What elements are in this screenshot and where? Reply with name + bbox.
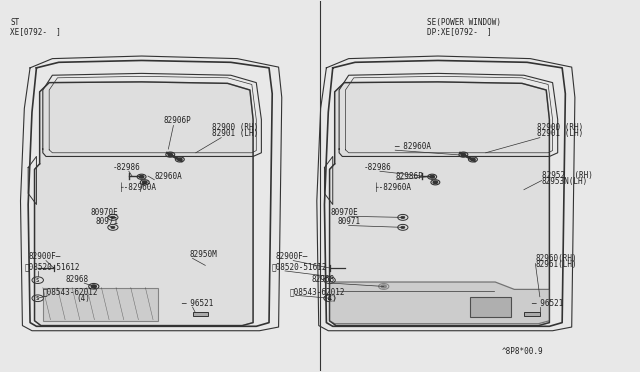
Bar (193, 311, 209, 316)
Text: 82900 (RH): 82900 (RH) (537, 122, 583, 132)
Text: 82901 (LH): 82901 (LH) (212, 129, 258, 138)
Polygon shape (35, 82, 253, 326)
Text: SE(POWER WINDOW): SE(POWER WINDOW) (427, 18, 501, 28)
Text: 80970E: 80970E (91, 208, 118, 217)
Text: Ⓝ08520-51612: Ⓝ08520-51612 (24, 263, 80, 272)
Text: -82986: -82986 (364, 163, 392, 172)
Polygon shape (330, 82, 549, 326)
Text: 80971: 80971 (337, 217, 360, 226)
Text: 80971: 80971 (96, 217, 119, 226)
Text: ─ 82960A: ─ 82960A (394, 142, 431, 151)
Text: 82968: 82968 (65, 275, 88, 284)
Text: S: S (328, 296, 331, 301)
Text: S: S (36, 278, 39, 283)
Circle shape (401, 226, 405, 228)
Circle shape (140, 176, 144, 178)
Text: ├-82960A: ├-82960A (374, 183, 411, 192)
Text: S: S (328, 278, 331, 283)
Text: DP:XE[0792-  ]: DP:XE[0792- ] (427, 27, 492, 36)
Bar (43, 288, 157, 321)
Text: 82952  (RH): 82952 (RH) (541, 171, 593, 180)
Text: 82961(LH): 82961(LH) (536, 260, 577, 269)
Circle shape (111, 216, 115, 219)
Circle shape (470, 158, 475, 161)
Text: Ⓝ08543-62012: Ⓝ08543-62012 (43, 287, 99, 296)
Text: 82960A: 82960A (154, 171, 182, 181)
Polygon shape (330, 282, 549, 324)
Text: 82960(RH): 82960(RH) (536, 254, 577, 263)
Text: 80970E: 80970E (331, 208, 358, 217)
Bar (470, 297, 511, 317)
Text: 82906P: 82906P (164, 116, 191, 125)
Text: 82953N(LH): 82953N(LH) (541, 177, 588, 186)
Text: S: S (36, 296, 39, 301)
Circle shape (143, 181, 147, 184)
Text: (4): (4) (323, 294, 337, 303)
Bar (524, 311, 540, 316)
Text: 82900F─: 82900F─ (275, 253, 308, 262)
Circle shape (111, 226, 115, 228)
Circle shape (92, 285, 97, 288)
Text: (4): (4) (77, 294, 90, 303)
Text: -82986: -82986 (113, 163, 141, 172)
Circle shape (401, 216, 405, 219)
Text: Ⓝ08543-62012: Ⓝ08543-62012 (289, 287, 345, 296)
Text: 82901 (LH): 82901 (LH) (537, 129, 583, 138)
Circle shape (433, 181, 438, 184)
Text: 82986P: 82986P (395, 171, 423, 181)
Text: 82900F─: 82900F─ (28, 253, 61, 262)
Text: Ⓝ08520-51612: Ⓝ08520-51612 (271, 263, 327, 272)
Text: 82900 (RH): 82900 (RH) (212, 122, 258, 132)
Text: ^8P8*00.9: ^8P8*00.9 (501, 347, 543, 356)
Circle shape (177, 158, 182, 161)
Text: XE[0792-  ]: XE[0792- ] (10, 27, 61, 36)
Circle shape (168, 153, 173, 156)
Circle shape (430, 176, 435, 178)
Text: ─ 96521: ─ 96521 (181, 299, 214, 308)
Text: ├-82960A: ├-82960A (119, 183, 156, 192)
Text: 82968: 82968 (312, 275, 335, 284)
Circle shape (381, 285, 387, 288)
Text: ST: ST (10, 18, 20, 28)
Text: 82950M: 82950M (189, 250, 217, 259)
Circle shape (461, 153, 466, 156)
Text: ─ 96521: ─ 96521 (532, 299, 564, 308)
